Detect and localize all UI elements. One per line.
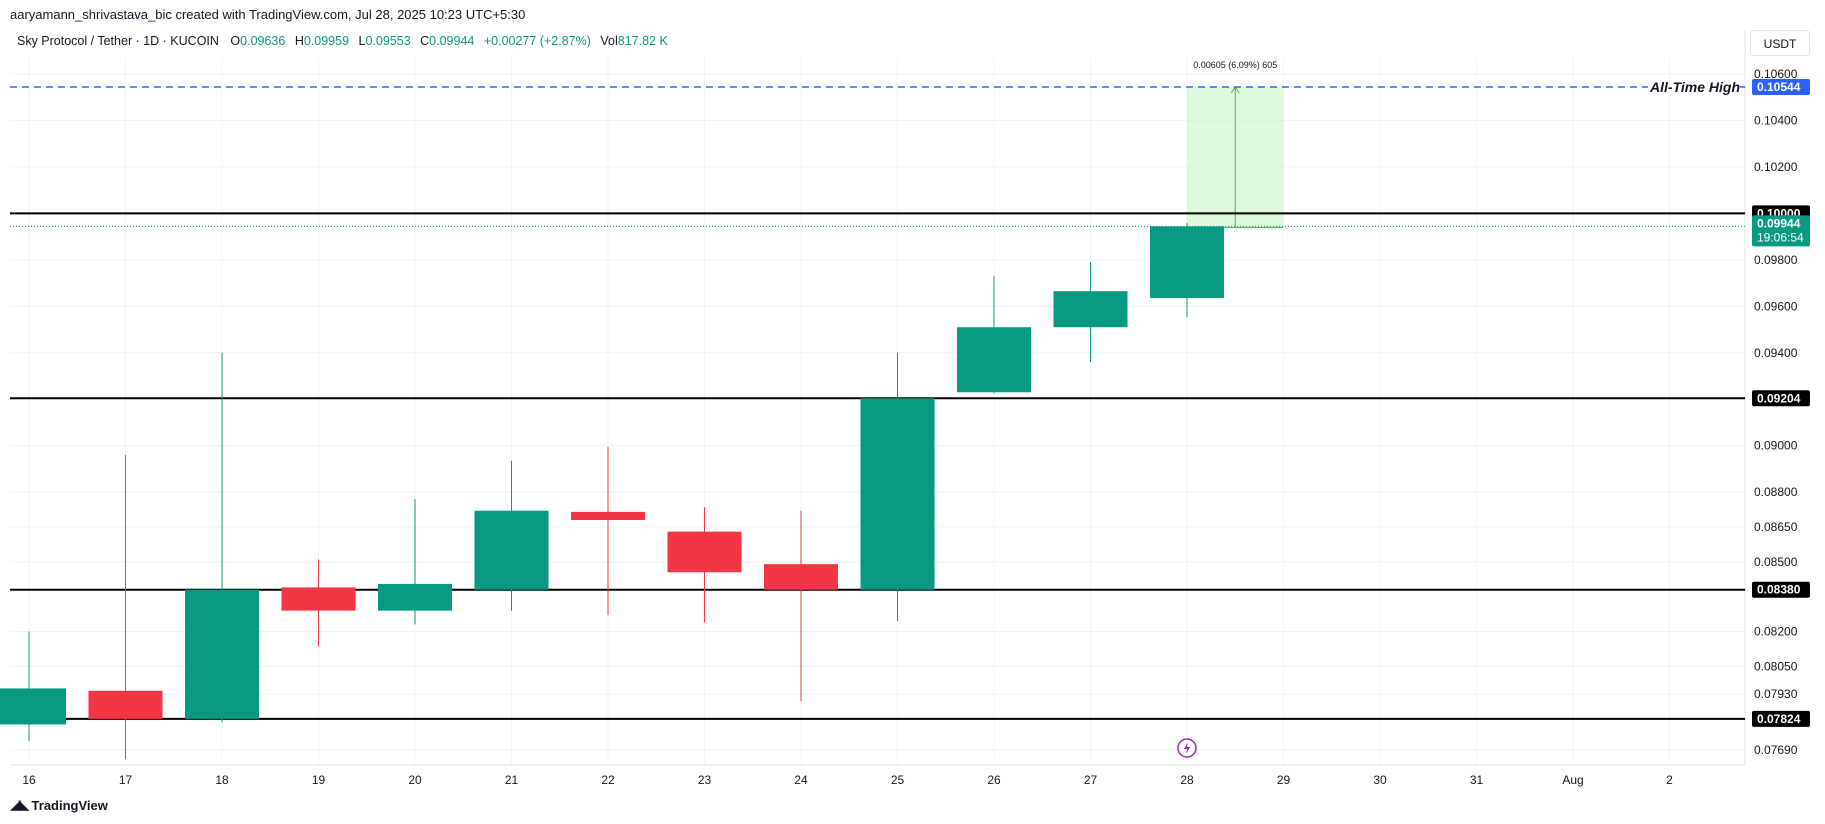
ath-price-label: 0.10544 [1757, 80, 1801, 94]
symbol-legend: Sky Protocol / Tether · 1D · KUCOIN O0.0… [17, 34, 674, 48]
level-price-tag [1752, 581, 1810, 598]
y-tick-label: 0.08200 [1754, 625, 1798, 639]
x-tick-label: 23 [698, 773, 712, 787]
currency-button[interactable]: USDT [1750, 30, 1810, 56]
y-tick-label: 0.08650 [1754, 520, 1798, 534]
candle-body[interactable] [957, 327, 1031, 393]
y-tick-label: 0.09600 [1754, 299, 1798, 313]
x-tick-label: Aug [1562, 773, 1583, 787]
x-tick-label: 18 [215, 773, 229, 787]
volume-label: Vol [600, 34, 618, 48]
tradingview-logo[interactable]: ◢◣ TradingView [10, 797, 108, 813]
x-tick-label: 29 [1277, 773, 1291, 787]
close-label: C [420, 34, 430, 48]
x-tick-label: 24 [794, 773, 808, 787]
x-tick-label: 25 [891, 773, 905, 787]
candle-body[interactable] [571, 511, 645, 521]
x-tick-label: 19 [312, 773, 326, 787]
high-label: H [294, 34, 304, 48]
high-value: 0.09959 [303, 34, 350, 48]
candle-body[interactable] [764, 564, 838, 590]
y-tick-label: 0.08500 [1754, 555, 1798, 569]
candle-body[interactable] [0, 688, 66, 725]
x-tick-label: 2 [1666, 773, 1673, 787]
level-price-tag [1752, 390, 1810, 407]
level-price-label: 0.07824 [1757, 712, 1801, 726]
y-tick-label: 0.07930 [1754, 687, 1798, 701]
x-tick-label: 27 [1084, 773, 1098, 787]
y-tick-label: 0.07690 [1754, 743, 1798, 757]
y-tick-label: 0.09800 [1754, 253, 1798, 267]
current-price-tag [1752, 215, 1810, 247]
ath-text-bg [1648, 78, 1740, 96]
ath-price-tag [1752, 79, 1810, 95]
level-price-label: 0.08380 [1757, 583, 1801, 597]
x-tick-label: 26 [987, 773, 1001, 787]
candle-body[interactable] [88, 690, 163, 719]
change-value: +0.00277 (+2.87%) [483, 34, 591, 48]
candle-body[interactable] [667, 531, 742, 573]
all-time-high-label: All-Time High [1649, 79, 1740, 95]
candle-body[interactable] [185, 589, 259, 719]
chart-credit: aaryamann_shrivastava_bic created with T… [10, 7, 526, 22]
open-value: 0.09636 [240, 34, 286, 48]
y-tick-label: 0.08050 [1754, 659, 1798, 673]
x-tick-label: 31 [1470, 773, 1484, 787]
candle-body[interactable] [1053, 291, 1128, 328]
x-tick-label: 30 [1373, 773, 1387, 787]
level-price-tag [1752, 710, 1810, 727]
candle-body[interactable] [1150, 226, 1224, 298]
measure-label: 0.00605 (6.09%) 605 [1193, 60, 1277, 70]
symbol-title[interactable]: Sky Protocol / Tether · 1D · KUCOIN [17, 34, 219, 48]
y-tick-label: 0.10400 [1754, 113, 1798, 127]
volume-value: 817.82 K [617, 34, 668, 48]
x-tick-label: 16 [22, 773, 36, 787]
candle-body[interactable] [860, 398, 935, 590]
x-tick-label: 28 [1180, 773, 1194, 787]
y-tick-label: 0.10200 [1754, 160, 1798, 174]
brand-name: TradingView [31, 797, 108, 813]
x-tick-label: 21 [505, 773, 519, 787]
open-label: O [230, 34, 241, 48]
low-label: L [358, 34, 366, 48]
y-tick-label: 0.09000 [1754, 439, 1798, 453]
low-value: 0.09553 [365, 34, 411, 48]
x-tick-label: 20 [408, 773, 422, 787]
current-price-label: 0.09944 [1757, 216, 1801, 230]
tradingview-logo-icon: ◢◣ [10, 797, 29, 813]
candle-body[interactable] [378, 583, 452, 611]
x-tick-label: 17 [119, 773, 133, 787]
lightning-icon-glyph [1184, 742, 1190, 754]
level-price-label: 0.09204 [1757, 391, 1801, 405]
close-value: 0.09944 [429, 34, 475, 48]
countdown-label: 19:06:54 [1757, 230, 1804, 244]
y-tick-label: 0.09400 [1754, 346, 1798, 360]
candle-body[interactable] [281, 587, 356, 611]
y-tick-label: 0.08800 [1754, 485, 1798, 499]
candle-body[interactable] [474, 510, 549, 590]
y-tick-label: 0.10600 [1754, 67, 1798, 81]
x-tick-label: 22 [601, 773, 615, 787]
